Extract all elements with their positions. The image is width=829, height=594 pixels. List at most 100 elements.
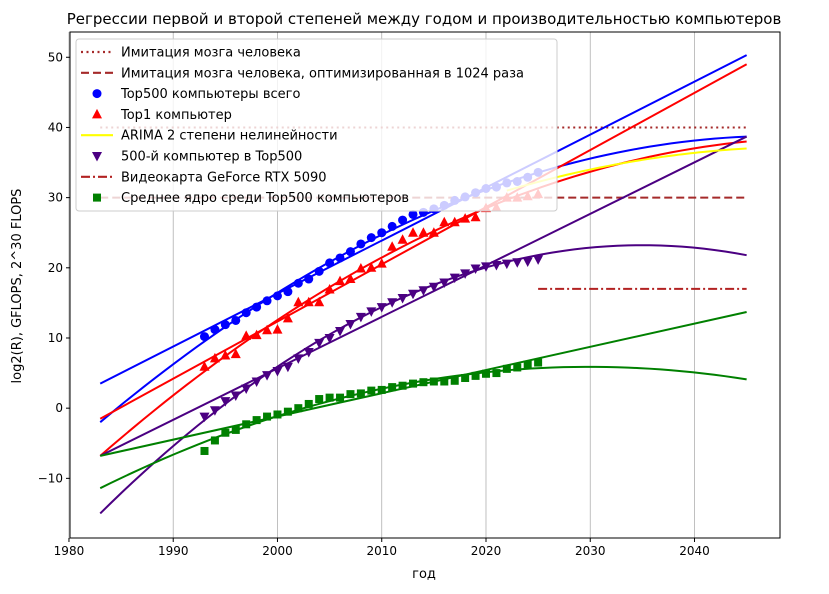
data-point bbox=[303, 348, 314, 358]
x-axis-label: год bbox=[412, 567, 436, 582]
data-point bbox=[230, 391, 241, 402]
data-point bbox=[355, 312, 366, 323]
legend-marker bbox=[92, 152, 102, 162]
data-point bbox=[200, 446, 209, 455]
legend-label: Top1 компьютер bbox=[120, 108, 232, 123]
legend: Имитация мозга человека Имитация мозга че… bbox=[75, 38, 558, 212]
data-point bbox=[449, 216, 460, 227]
legend-label: Имитация мозга человека, оптимизированна… bbox=[121, 66, 524, 81]
y-tick-label: −10 bbox=[38, 471, 63, 485]
y-axis-label: log2(R), GFLOPS, 2^30 FLOPS bbox=[10, 189, 25, 384]
data-point bbox=[470, 211, 481, 222]
x-tick-label: 2010 bbox=[366, 544, 397, 558]
data-point bbox=[481, 369, 490, 378]
data-point bbox=[231, 315, 241, 325]
data-point bbox=[209, 352, 220, 363]
data-point bbox=[314, 266, 324, 276]
data-point bbox=[419, 378, 428, 387]
data-point bbox=[283, 287, 293, 297]
data-point bbox=[387, 241, 398, 251]
chart-title: Регрессии первой и второй степеней между… bbox=[67, 10, 782, 28]
data-point bbox=[283, 407, 292, 416]
data-point bbox=[408, 289, 419, 300]
data-point bbox=[470, 264, 481, 275]
data-point bbox=[449, 273, 460, 284]
data-point bbox=[335, 275, 346, 286]
legend-marker bbox=[93, 193, 101, 202]
data-point bbox=[231, 425, 240, 434]
x-tick-label: 2030 bbox=[575, 544, 606, 558]
data-point bbox=[366, 307, 377, 317]
data-point bbox=[324, 284, 335, 294]
data-point bbox=[263, 412, 272, 421]
legend-label: Имитация мозга человека bbox=[121, 46, 301, 61]
data-point bbox=[366, 233, 376, 243]
data-point bbox=[324, 333, 335, 344]
plot-area bbox=[99, 54, 748, 515]
data-point bbox=[345, 273, 356, 284]
data-point bbox=[272, 324, 283, 334]
y-tick-label: 40 bbox=[48, 120, 63, 134]
data-point bbox=[461, 373, 470, 382]
legend-marker bbox=[92, 108, 102, 119]
data-point bbox=[210, 325, 220, 335]
data-point bbox=[314, 296, 325, 307]
data-point bbox=[251, 377, 262, 387]
data-point bbox=[418, 286, 429, 296]
data-point bbox=[220, 320, 230, 330]
data-point bbox=[220, 350, 231, 360]
data-point bbox=[272, 366, 283, 377]
data-point bbox=[480, 262, 491, 272]
data-point bbox=[293, 278, 303, 288]
data-point bbox=[282, 362, 293, 373]
data-point bbox=[325, 258, 335, 268]
data-point bbox=[439, 216, 450, 227]
data-point bbox=[387, 221, 397, 231]
data-point bbox=[492, 369, 501, 378]
data-point bbox=[397, 293, 408, 304]
y-tick-label: 0 bbox=[55, 401, 63, 415]
data-point bbox=[314, 338, 325, 349]
data-point bbox=[387, 298, 398, 308]
data-point bbox=[356, 389, 365, 398]
data-point bbox=[221, 428, 230, 437]
y-tick-label: 20 bbox=[48, 261, 63, 275]
data-point bbox=[325, 393, 334, 402]
data-point bbox=[199, 412, 210, 423]
ticks: 1980 1990 2000 2010 2020 2030 2040−10010203040… bbox=[38, 50, 710, 558]
data-point bbox=[534, 358, 543, 367]
data-point bbox=[428, 227, 439, 237]
data-point bbox=[388, 383, 397, 392]
legend-box bbox=[75, 38, 558, 212]
data-point bbox=[346, 390, 355, 399]
data-point bbox=[355, 263, 366, 273]
data-point bbox=[440, 377, 449, 386]
data-point bbox=[377, 228, 387, 238]
data-point bbox=[501, 259, 512, 270]
data-point bbox=[241, 384, 252, 395]
y-tick-label: 30 bbox=[48, 191, 63, 205]
data-point bbox=[345, 319, 356, 330]
data-point bbox=[460, 269, 471, 279]
legend-label: 500-й компьютер в Top500 bbox=[121, 150, 302, 165]
data-point bbox=[242, 420, 251, 429]
data-point bbox=[398, 381, 407, 390]
data-point bbox=[513, 363, 522, 372]
data-point bbox=[491, 260, 502, 271]
data-point bbox=[335, 326, 346, 337]
data-point bbox=[220, 397, 231, 407]
data-point bbox=[418, 227, 429, 237]
legend-label: Видеокарта GeForce RTX 5090 bbox=[121, 170, 327, 185]
data-point bbox=[293, 354, 304, 364]
data-point bbox=[210, 436, 219, 445]
x-tick-label: 1980 bbox=[54, 544, 85, 558]
data-point bbox=[252, 302, 262, 312]
legend-marker bbox=[92, 89, 102, 99]
data-point bbox=[367, 386, 376, 395]
data-point bbox=[377, 385, 386, 394]
data-point bbox=[408, 227, 419, 237]
data-point bbox=[408, 209, 418, 219]
data-point bbox=[262, 371, 273, 381]
x-tick-label: 2020 bbox=[471, 544, 502, 558]
data-point bbox=[294, 404, 303, 413]
